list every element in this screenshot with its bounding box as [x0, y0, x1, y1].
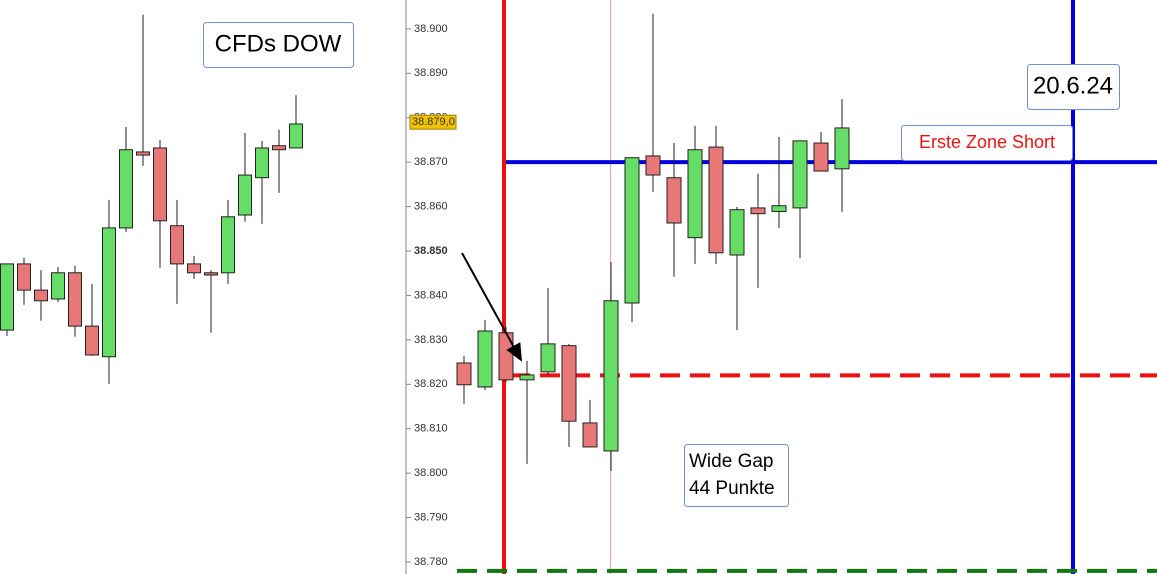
- marks: 38.780 38.790 38.800 38.810 38.820 38.830 38.8…: [0, 13, 1157, 573]
- candle-body: [729, 209, 745, 256]
- candle-body: [34, 289, 48, 302]
- candle-body: [687, 149, 703, 239]
- candle-body: [187, 263, 201, 274]
- candle-body: [813, 142, 829, 172]
- candle-body: [603, 300, 619, 452]
- gap-label: 44 Punkte: [689, 478, 775, 499]
- y-tick-label: 38.810: [414, 423, 448, 435]
- candle-body: [272, 145, 286, 151]
- candle-body: [85, 325, 99, 356]
- zone-box: [901, 125, 1073, 161]
- date-box: [1027, 64, 1120, 110]
- candle-body: [170, 225, 184, 265]
- y-tick-label: 38.790: [414, 511, 448, 523]
- y-tick-label: 38.860: [414, 200, 448, 212]
- y-tick-label: 38.890: [414, 67, 448, 79]
- price-tag: [409, 114, 457, 130]
- y-tick-label: 38.780: [414, 556, 448, 568]
- candle-body: [51, 272, 65, 300]
- candle-body: [477, 330, 493, 388]
- candle-body: [102, 227, 116, 358]
- date-label: 20.6.24: [1033, 72, 1113, 99]
- gap-label: Wide Gap: [689, 451, 773, 472]
- candle-body: [0, 263, 14, 331]
- candle-body: [750, 207, 766, 215]
- arrow: [461, 252, 522, 362]
- candle-body: [582, 422, 598, 448]
- candle-body: [561, 345, 577, 422]
- y-tick-label: 38.870: [414, 156, 448, 168]
- candle-body: [17, 263, 31, 291]
- candle-body: [136, 151, 150, 156]
- candle-body: [708, 146, 724, 254]
- candle-body: [792, 140, 808, 209]
- candle-body: [834, 127, 850, 170]
- candle-body: [519, 374, 535, 381]
- candle-body: [153, 147, 167, 222]
- candle-body: [238, 174, 252, 216]
- candle-body: [645, 155, 661, 176]
- candle-body: [68, 272, 82, 327]
- chart-title: CFDs DOW: [215, 30, 342, 57]
- gap-box: [684, 444, 789, 507]
- candle-body: [771, 205, 787, 212]
- y-tick-label: 38.830: [414, 334, 448, 346]
- zone-label: Erste Zone Short: [919, 132, 1055, 152]
- candle-body: [456, 362, 472, 386]
- y-tick-label: 38.850: [414, 245, 448, 257]
- candle-body: [624, 157, 640, 304]
- candle-body: [255, 147, 269, 179]
- price-tag-label: 38.879,0: [412, 116, 455, 128]
- y-tick-label: 38.900: [414, 23, 448, 35]
- candle-body: [221, 216, 235, 274]
- candle-body: [204, 272, 218, 276]
- candle-body: [119, 149, 133, 229]
- y-tick-label: 38.820: [414, 378, 448, 390]
- candle-body: [666, 177, 682, 224]
- candle-body: [540, 343, 556, 373]
- title-box: [203, 22, 354, 68]
- y-tick-label: 38.800: [414, 467, 448, 479]
- y-tick-label: 38.840: [414, 289, 448, 301]
- candle-body: [289, 123, 303, 149]
